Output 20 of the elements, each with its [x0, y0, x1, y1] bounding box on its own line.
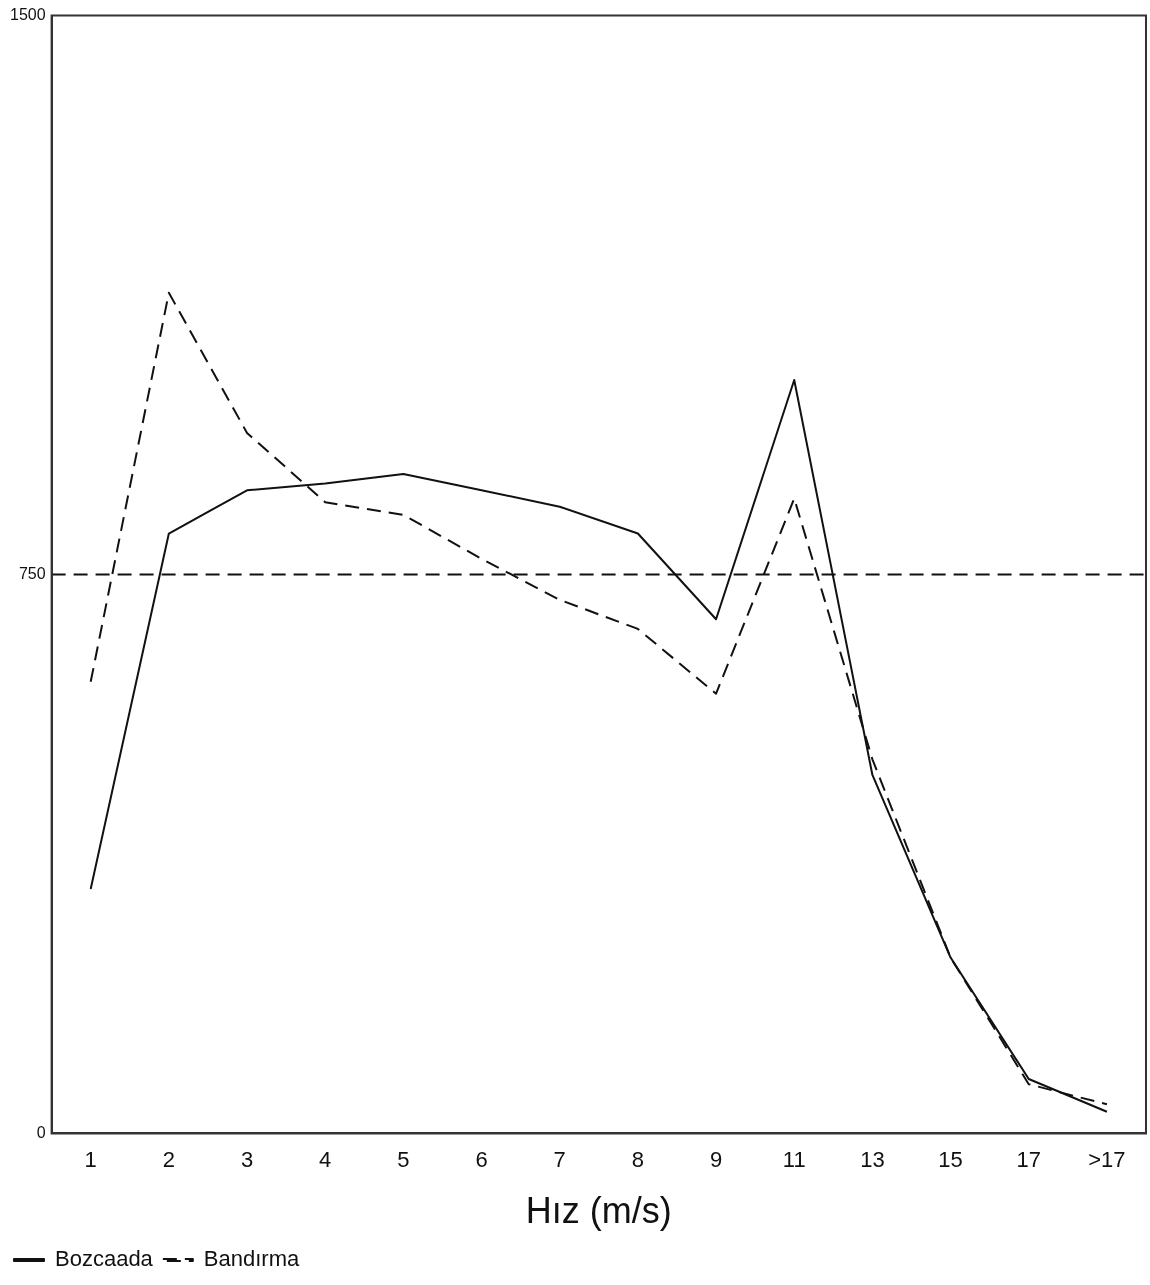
y-tick-label: 0	[36, 1123, 46, 1141]
x-tick-label: 17	[1016, 1146, 1041, 1172]
x-tick-label: 11	[782, 1146, 806, 1172]
x-tick-label: 1	[84, 1146, 97, 1172]
x-tick-label: 15	[938, 1146, 963, 1172]
x-tick-label: 6	[475, 1146, 488, 1172]
x-tick-label: 8	[631, 1146, 645, 1172]
x-tick-label: 7	[553, 1146, 566, 1172]
legend-label: Bandırma	[203, 1246, 300, 1272]
y-tick-label: 1500	[10, 6, 46, 24]
y-tick-label: 750	[18, 564, 46, 582]
x-tick-label: 9	[709, 1146, 723, 1172]
x-tick-label: >17	[1088, 1146, 1126, 1172]
legend-label: Bozcaada	[55, 1246, 154, 1272]
x-tick-label: 3	[240, 1146, 254, 1172]
x-tick-label: 13	[860, 1146, 885, 1172]
x-tick-label: 4	[319, 1146, 332, 1172]
x-tick-label: 5	[397, 1146, 410, 1172]
x-tick-label: 2	[162, 1146, 175, 1172]
x-axis-title: Hız (m/s)	[525, 1190, 672, 1232]
